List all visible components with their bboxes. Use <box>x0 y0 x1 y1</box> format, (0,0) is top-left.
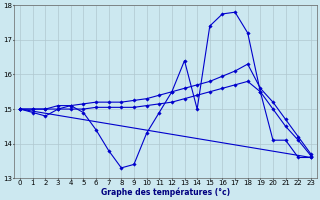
X-axis label: Graphe des températures (°c): Graphe des températures (°c) <box>101 188 230 197</box>
